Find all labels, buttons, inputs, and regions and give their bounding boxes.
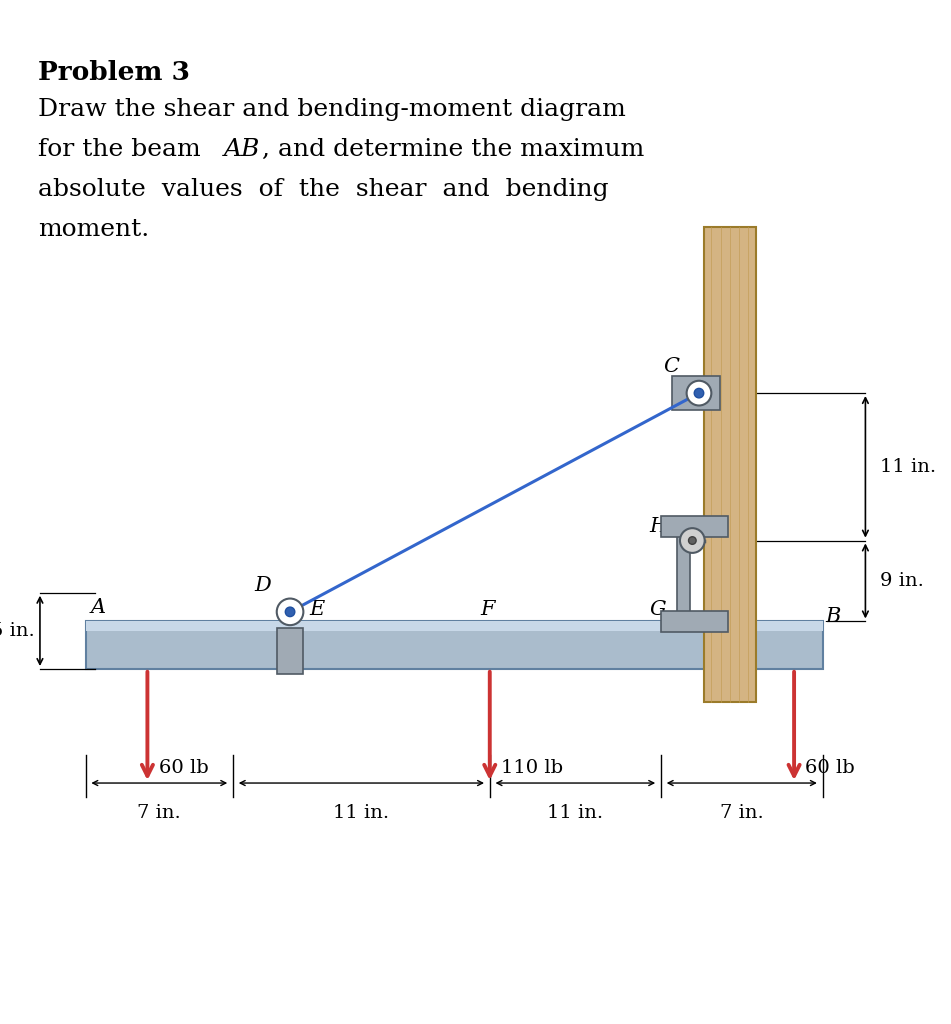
Circle shape xyxy=(285,607,295,616)
Text: C: C xyxy=(663,357,679,376)
Text: Problem 3: Problem 3 xyxy=(38,60,190,85)
Text: for the beam: for the beam xyxy=(38,138,208,161)
Text: D: D xyxy=(254,575,271,595)
Bar xyxy=(277,628,303,674)
Bar xyxy=(677,526,690,622)
Bar xyxy=(704,226,756,702)
Text: 11 in.: 11 in. xyxy=(333,804,390,822)
Text: E: E xyxy=(309,599,324,618)
Text: 9 in.: 9 in. xyxy=(880,572,923,590)
Text: F: F xyxy=(480,599,495,618)
Circle shape xyxy=(680,528,705,553)
Text: 5 in.: 5 in. xyxy=(0,622,35,640)
Text: moment.: moment. xyxy=(38,218,149,241)
Text: A: A xyxy=(90,598,106,616)
Bar xyxy=(672,376,720,411)
Text: B: B xyxy=(825,607,841,626)
Circle shape xyxy=(277,599,303,626)
Text: 11 in.: 11 in. xyxy=(880,458,936,476)
Text: 60 lb: 60 lb xyxy=(805,759,855,777)
Text: 110 lb: 110 lb xyxy=(501,759,563,777)
Bar xyxy=(86,622,823,669)
Text: AB: AB xyxy=(223,138,260,161)
Text: absolute  values  of  the  shear  and  bending: absolute values of the shear and bending xyxy=(38,178,609,201)
Text: , and determine the maximum: , and determine the maximum xyxy=(262,138,644,161)
Text: G: G xyxy=(650,599,666,618)
Circle shape xyxy=(689,537,696,545)
Circle shape xyxy=(687,381,711,406)
Bar xyxy=(661,611,728,632)
Text: 7 in.: 7 in. xyxy=(720,804,764,822)
Circle shape xyxy=(694,388,704,398)
Text: Draw the shear and bending-moment diagram: Draw the shear and bending-moment diagra… xyxy=(38,98,626,121)
Bar xyxy=(86,622,823,631)
Text: 7 in.: 7 in. xyxy=(137,804,182,822)
Text: 60 lb: 60 lb xyxy=(159,759,208,777)
Bar xyxy=(661,516,728,537)
Text: 11 in.: 11 in. xyxy=(547,804,604,822)
Text: H: H xyxy=(650,517,668,536)
